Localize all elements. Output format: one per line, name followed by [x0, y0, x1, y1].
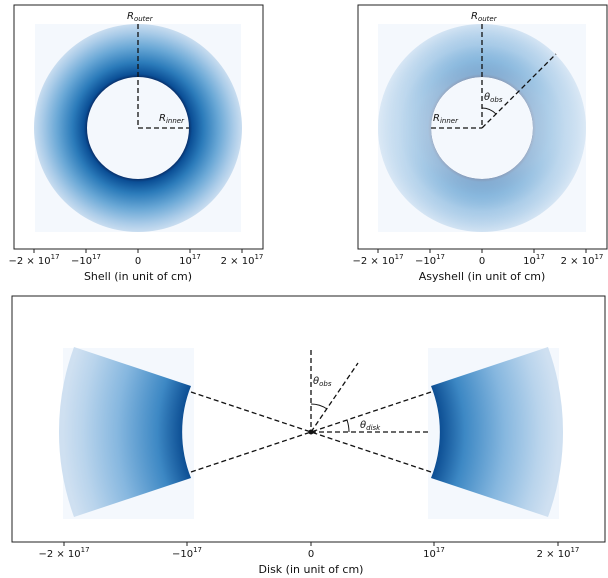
observer-line — [481, 53, 557, 129]
tick-label: 0 — [308, 549, 314, 560]
theta-obs-label: θobs — [313, 376, 332, 388]
r-outer-label: Router — [127, 11, 154, 23]
theta-obs-arc — [481, 107, 497, 115]
panel-shell: Router Rinner −2 × 1017 −1017 0 1017 2 ×… — [8, 4, 264, 283]
tick-label: −2 × 1017 — [38, 546, 89, 560]
x-ticks: −2 × 1017 −1017 0 1017 2 × 1017 — [352, 249, 603, 267]
tick-label: 2 × 1017 — [561, 253, 604, 267]
x-ticks: −2 × 1017 −1017 0 1017 2 × 1017 — [38, 542, 579, 560]
center-point — [308, 429, 314, 435]
theta-disk-label: θdisk — [360, 420, 381, 432]
tick-label: −1017 — [71, 253, 101, 267]
observer-line — [310, 362, 359, 433]
tick-label: −2 × 1017 — [8, 253, 59, 267]
tick-label: 1017 — [179, 253, 201, 267]
tick-label: 1017 — [423, 546, 445, 560]
axes-frame — [11, 295, 606, 543]
r-inner-label: Rinner — [433, 113, 459, 125]
panel-disk: θobs θdisk −2 × 1017 −1017 0 1017 2 × 10… — [11, 295, 606, 576]
tick-label: 2 × 1017 — [221, 253, 264, 267]
x-axis-label: Shell (in unit of cm) — [84, 270, 192, 283]
tick-label: −1017 — [172, 546, 202, 560]
tick-label: −1017 — [415, 253, 445, 267]
x-axis-label: Asyshell (in unit of cm) — [419, 270, 546, 283]
shell-ring — [34, 24, 242, 232]
tick-label: 1017 — [523, 253, 545, 267]
r-inner-label: Rinner — [159, 113, 185, 125]
disk-edge-line — [190, 391, 432, 473]
theta-obs-label: θobs — [484, 92, 503, 104]
disk-wedge-right — [431, 347, 564, 517]
x-ticks: −2 × 1017 −1017 0 1017 2 × 1017 — [8, 249, 263, 267]
tick-label: −2 × 1017 — [352, 253, 403, 267]
tick-label: 0 — [135, 256, 141, 267]
tick-label: 2 × 1017 — [537, 546, 580, 560]
panel-asyshell: Router Rinner θobs −2 × 1017 −1017 0 101… — [352, 4, 608, 283]
r-outer-label: Router — [471, 11, 498, 23]
theta-obs-arc — [310, 403, 328, 410]
x-axis-label: Disk (in unit of cm) — [259, 563, 364, 576]
tick-label: 0 — [479, 256, 485, 267]
disk-wedge-left — [58, 347, 192, 517]
theta-disk-arc — [346, 419, 350, 433]
disk-edge-line — [190, 391, 432, 473]
